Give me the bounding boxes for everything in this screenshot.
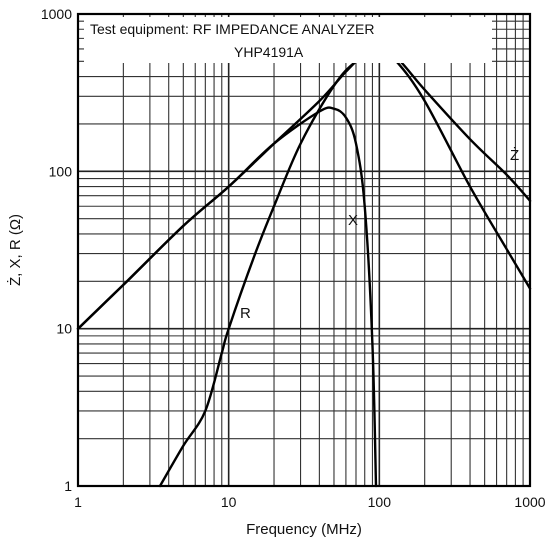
curve-z — [76, 47, 532, 330]
x-tick-labels: 1 10 100 1000 — [74, 494, 546, 510]
y-tick-label: 10 — [56, 321, 72, 337]
curves — [76, 47, 532, 488]
annotation-box — [84, 17, 492, 63]
curve-label-x: X — [348, 212, 358, 229]
y-tick-label: 1 — [64, 478, 72, 494]
x-tick-label: 100 — [368, 494, 392, 510]
y-tick-label: 1000 — [41, 6, 72, 22]
curve-label-z: Ż — [510, 146, 519, 164]
curve-x — [76, 106, 378, 488]
plot-frame — [76, 12, 532, 488]
curve-r — [158, 47, 532, 488]
x-tick-label: 1 — [74, 494, 82, 510]
x-tick-label: 1000 — [514, 494, 545, 510]
annotation-line-1: Test equipment: RF IMPEDANCE ANALYZER — [90, 21, 375, 37]
curve-label-r: R — [240, 305, 251, 322]
y-tick-labels: 1 10 100 1000 — [41, 6, 72, 494]
annotation-line-2: YHP4191A — [234, 44, 304, 60]
x-axis-title: Frequency (MHz) — [246, 521, 362, 538]
y-tick-label: 100 — [49, 163, 73, 179]
grid — [77, 14, 530, 487]
x-tick-label: 10 — [221, 494, 237, 510]
y-axis-title: Ż, X, R (Ω) — [6, 214, 24, 286]
